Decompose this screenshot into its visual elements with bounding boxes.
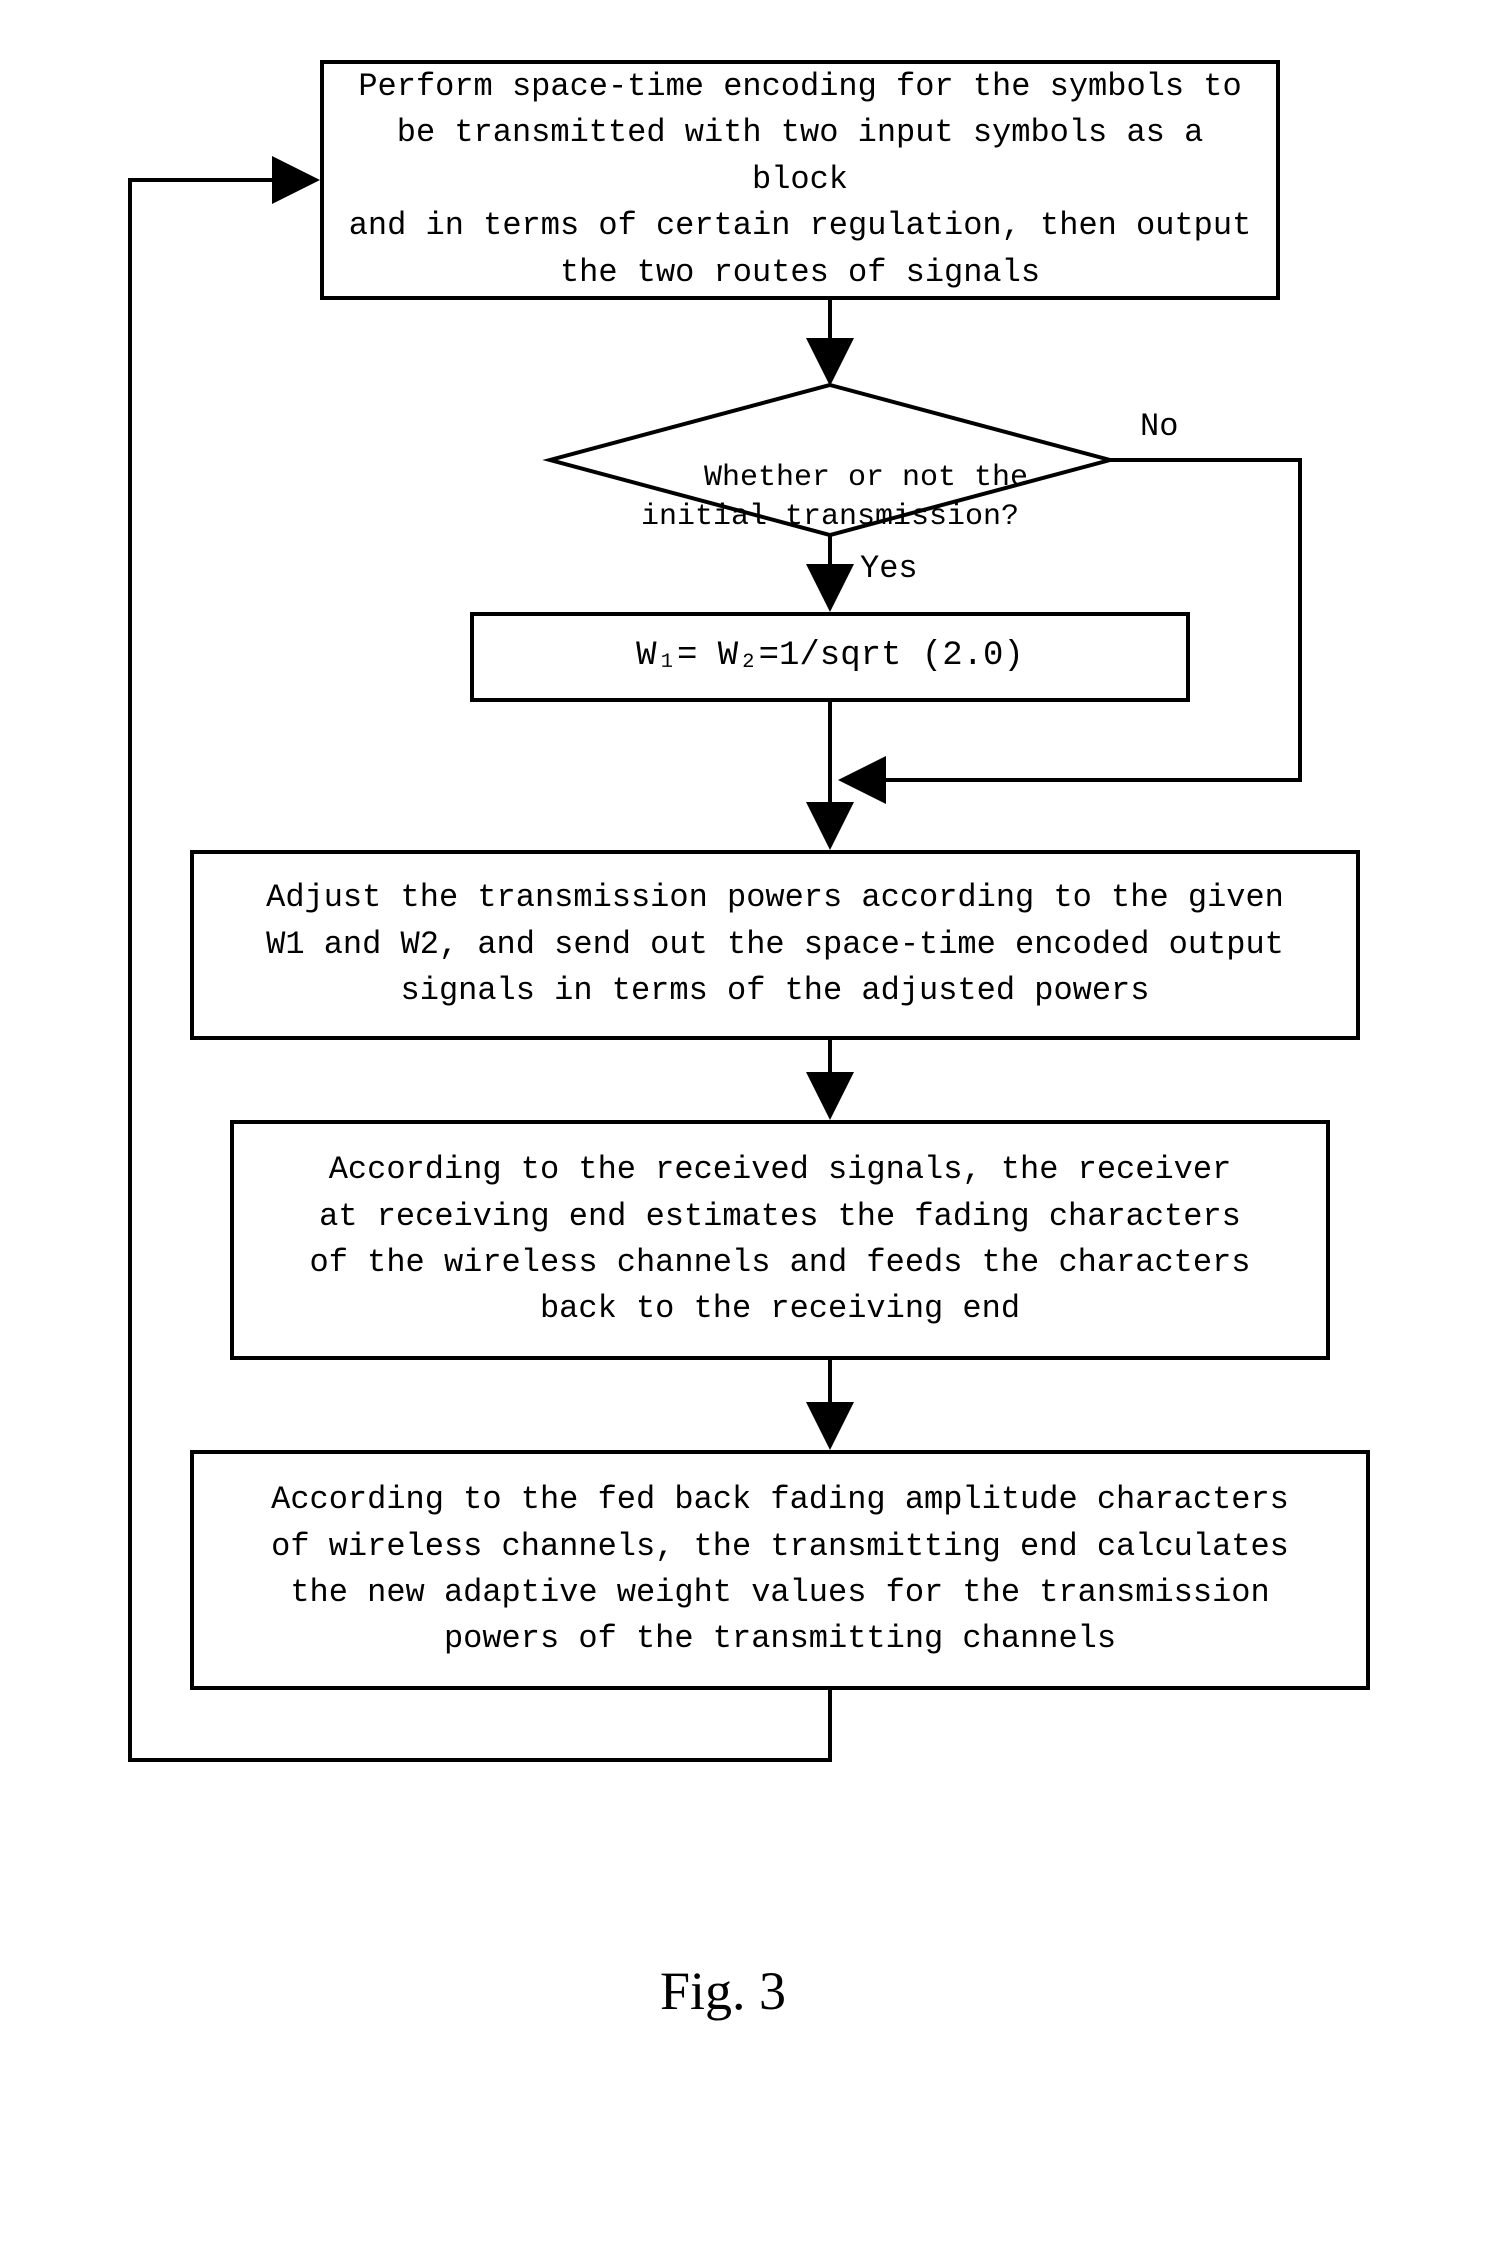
label-yes: Yes [860, 550, 918, 587]
step-encode-text: Perform space-time encoding for the symb… [346, 64, 1254, 296]
step-calc-new-weights: According to the fed back fading amplitu… [190, 1450, 1370, 1690]
step-init-weights-text: W₁= W₂=1/sqrt (2.0) [636, 632, 1024, 681]
step-receiver-estimate: According to the received signals, the r… [230, 1120, 1330, 1360]
step-init-weights: W₁= W₂=1/sqrt (2.0) [470, 612, 1190, 702]
label-no: No [1140, 408, 1178, 445]
decision-initial-transmission: Whether or not the initial transmission? [600, 420, 1060, 576]
step-receiver-estimate-text: According to the received signals, the r… [310, 1147, 1251, 1333]
decision-text: Whether or not the initial transmission? [641, 461, 1028, 534]
figure-caption: Fig. 3 [660, 1960, 786, 2022]
step-adjust-power: Adjust the transmission powers according… [190, 850, 1360, 1040]
step-adjust-power-text: Adjust the transmission powers according… [266, 875, 1284, 1014]
step-encode: Perform space-time encoding for the symb… [320, 60, 1280, 300]
step-calc-new-weights-text: According to the fed back fading amplitu… [271, 1477, 1289, 1663]
